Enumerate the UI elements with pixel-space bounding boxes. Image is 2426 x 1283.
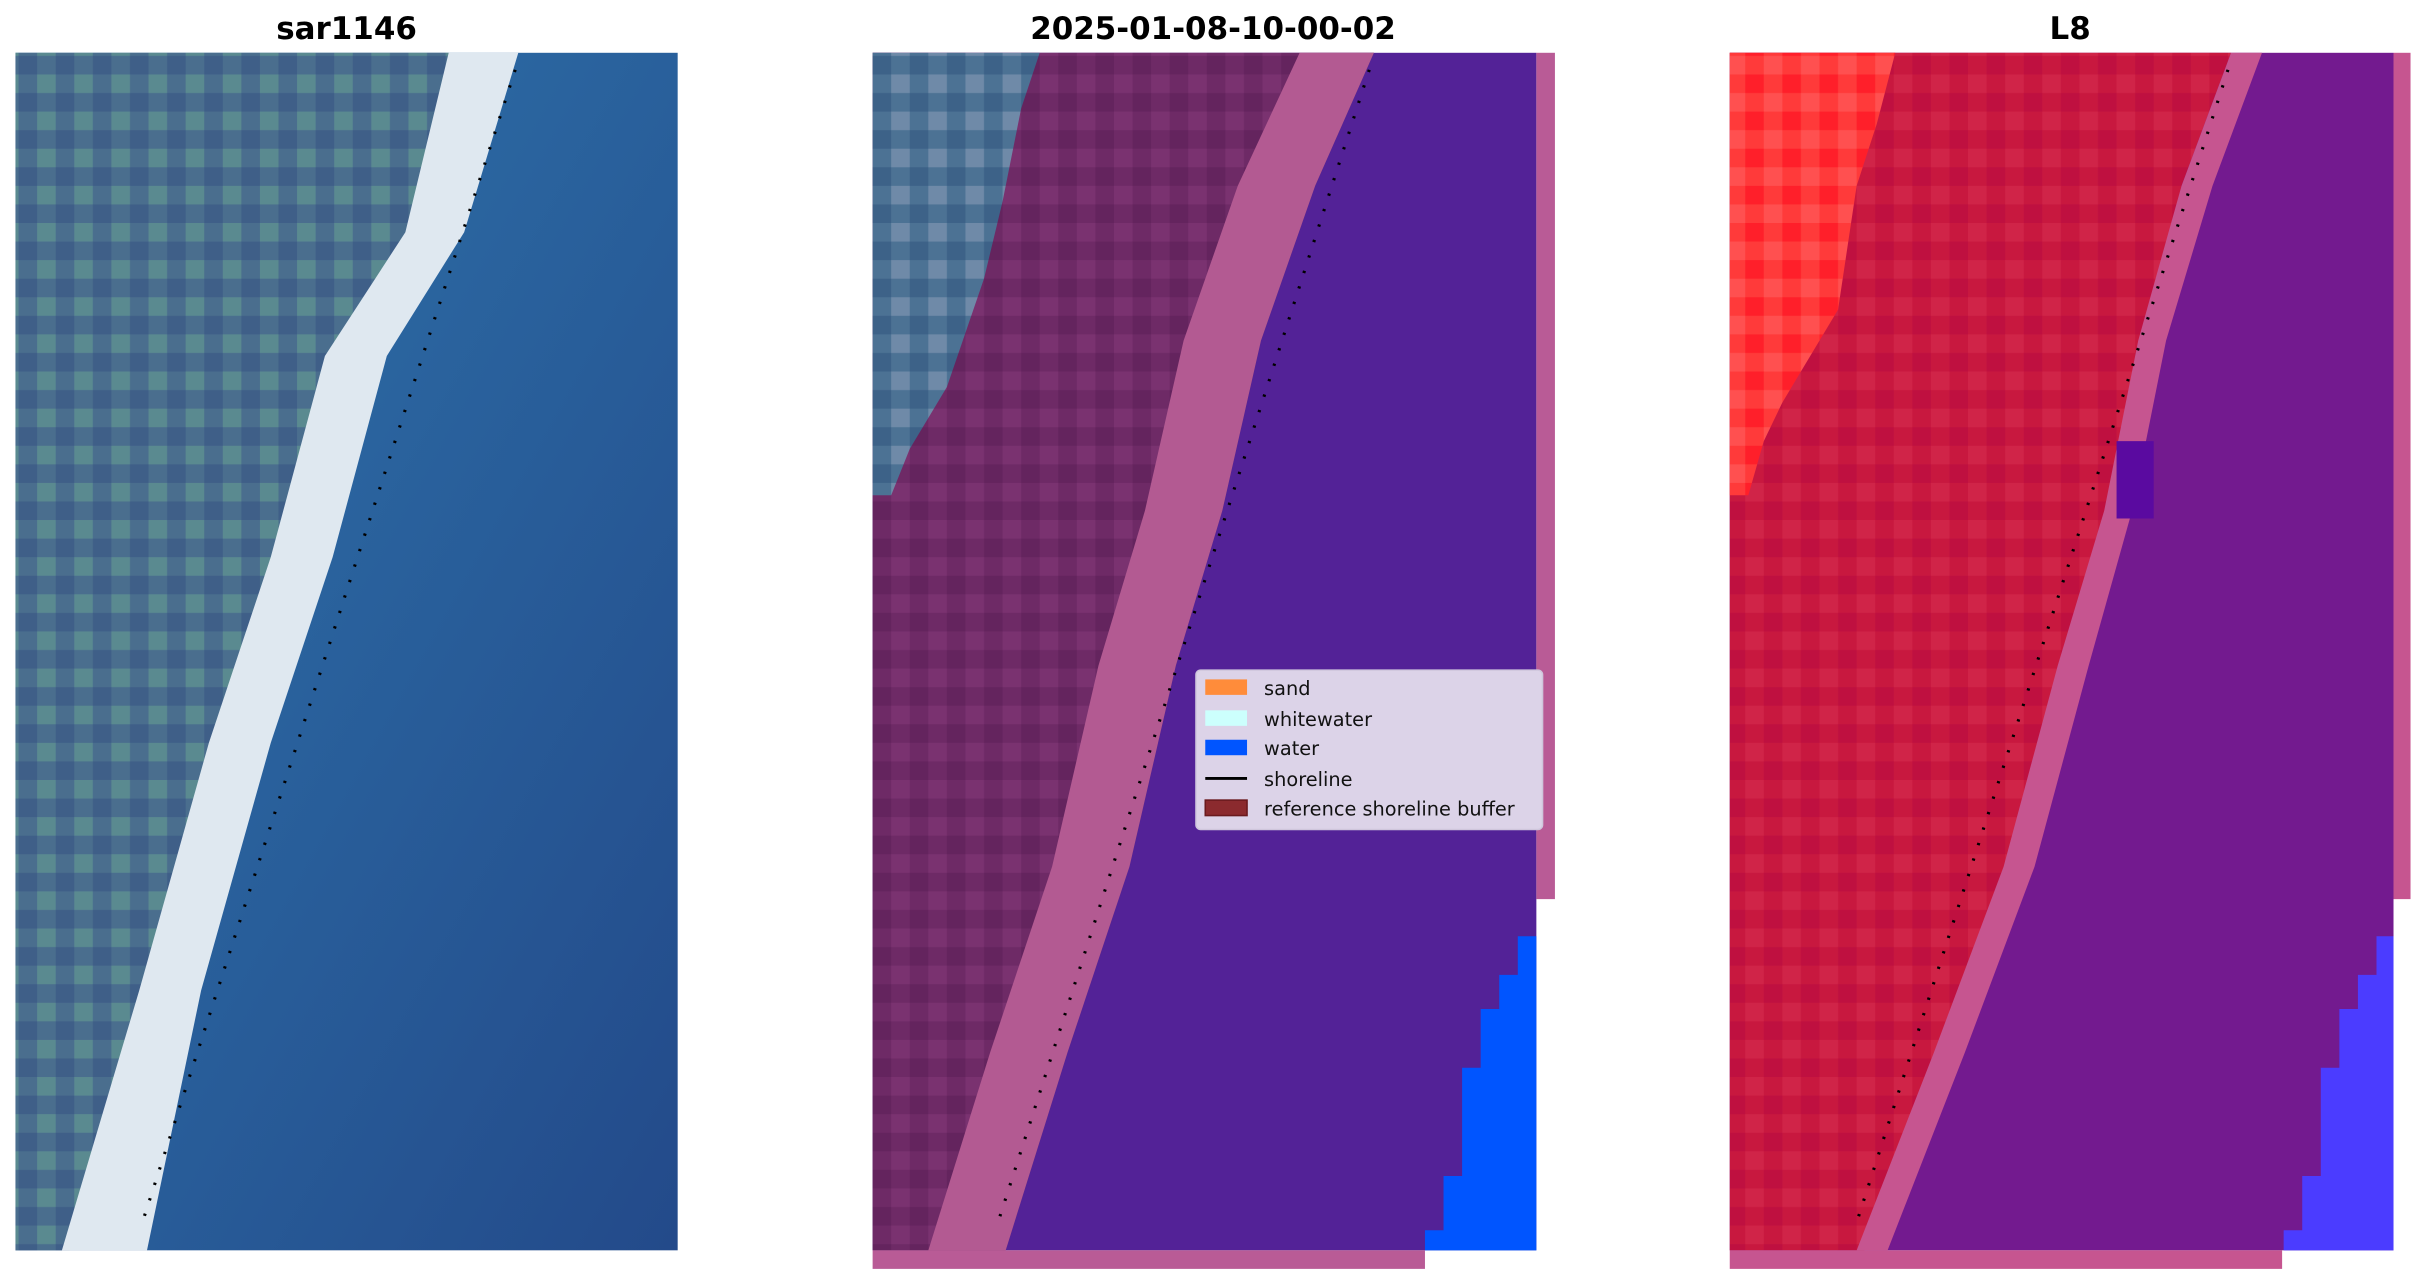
legend-swatch-whitewater <box>1205 710 1248 726</box>
panel-classification: 2025-01-08-10-00-02 sand whitewater wate… <box>872 11 1555 1269</box>
shoreline <box>996 69 1371 1223</box>
bright-land <box>1729 52 1896 496</box>
legend-label: sand <box>1264 677 1310 700</box>
panel-title: L8 <box>2050 11 2091 47</box>
legend: sand whitewater water shoreline referenc… <box>1195 669 1544 831</box>
land-overlay <box>1729 52 2232 1251</box>
panel-title: sar1146 <box>276 11 417 47</box>
legend-label: shoreline <box>1264 768 1352 791</box>
legend-swatch-water <box>1205 739 1248 756</box>
beach-overlay <box>928 52 1374 1251</box>
land-image <box>872 52 1040 496</box>
legend-label: water <box>1264 737 1319 760</box>
panel-title: 2025-01-08-10-00-02 <box>1030 11 1396 47</box>
panel-sar1146: sar1146 <box>15 11 678 1251</box>
buffer-strip-bottom <box>1729 1250 2283 1269</box>
water-class <box>2283 936 2394 1251</box>
legend-box <box>1195 669 1544 831</box>
legend-swatch-sand <box>1205 679 1248 695</box>
water-class <box>1424 936 1537 1251</box>
buffer-strip-right <box>2393 52 2411 900</box>
legend-label: reference shoreline buffer <box>1264 798 1515 821</box>
beach-whitewater <box>61 52 519 1251</box>
legend-label: whitewater <box>1264 708 1372 731</box>
legend-swatch-buffer <box>1204 799 1248 817</box>
panel-L8: L8 <box>1729 11 2411 1269</box>
buffer-strip-bottom <box>872 1250 1425 1269</box>
land-image <box>15 52 449 1251</box>
shoreline <box>1855 69 2230 1223</box>
beach-overlay <box>1856 52 2262 1251</box>
dark-patch <box>2116 441 2154 519</box>
